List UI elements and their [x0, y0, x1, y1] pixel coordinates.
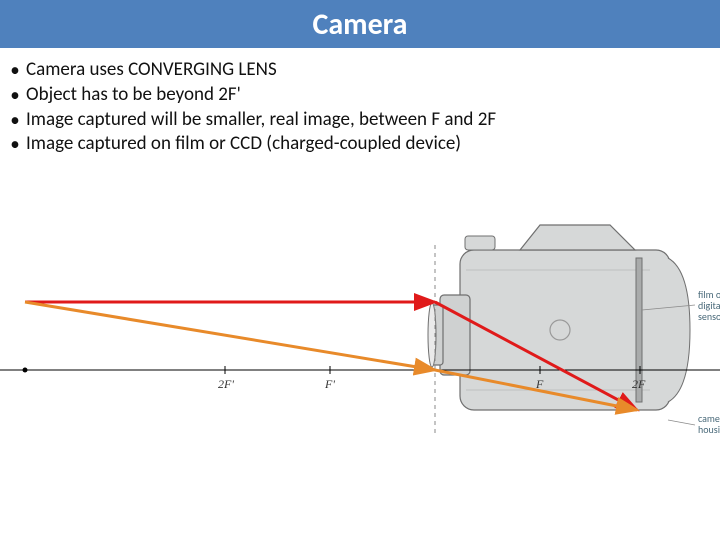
- bullet-text: Camera uses CONVERGING LENS: [26, 58, 277, 82]
- label-2Fprime: 2F': [218, 377, 234, 391]
- object-base-dot: [23, 368, 28, 373]
- bullet-text: Object has to be beyond 2F': [26, 83, 241, 107]
- bullet-list: • Camera uses CONVERGING LENS • Object h…: [0, 48, 720, 157]
- bullet-dot-icon: •: [8, 84, 22, 108]
- label-2F: 2F: [632, 377, 646, 391]
- bullet-item: • Object has to be beyond 2F': [8, 83, 712, 108]
- label-Fprime: F': [324, 377, 335, 391]
- bullet-item: • Image captured on film or CCD (charged…: [8, 132, 712, 157]
- camera-body-icon: [428, 225, 690, 410]
- bullet-text: Image captured will be smaller, real ima…: [26, 108, 496, 132]
- bullet-dot-icon: •: [8, 109, 22, 133]
- ray-diagram: 2F' F' F 2F film or digital sensor camer…: [0, 200, 720, 500]
- bullet-dot-icon: •: [8, 133, 22, 157]
- label-sensor: film or digital sensor: [698, 288, 720, 323]
- bullet-item: • Camera uses CONVERGING LENS: [8, 58, 712, 83]
- slide-title: Camera: [312, 6, 407, 43]
- bullet-text: Image captured on film or CCD (charged-c…: [26, 132, 461, 156]
- bullet-item: • Image captured will be smaller, real i…: [8, 108, 712, 133]
- bullet-dot-icon: •: [8, 59, 22, 83]
- label-housing: camera housing: [698, 412, 720, 436]
- title-bar: Camera: [0, 0, 720, 48]
